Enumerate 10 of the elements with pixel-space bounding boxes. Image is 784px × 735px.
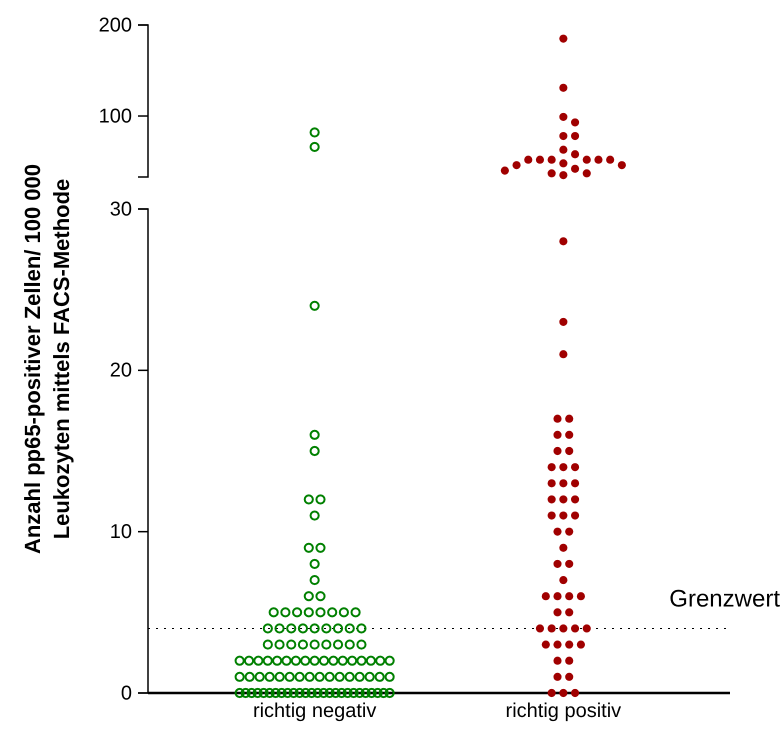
y-tick-label: 10 <box>110 521 132 544</box>
y-tick-label: 200 <box>98 14 132 36</box>
y-tick-label: 20 <box>110 360 132 382</box>
x-tick-label: richtig negativ <box>252 700 376 722</box>
y-tick-label: 0 <box>120 682 132 704</box>
y-axis-title: Anzahl pp65-positiver Zellen/ 100 000 Leukozyten mittels FACS-Methode <box>20 164 74 554</box>
y-tick-label: 30 <box>110 198 132 220</box>
x-tick-label: richtig positiv <box>506 700 622 722</box>
ref-line-label: Grenzwert <box>669 585 780 612</box>
y-tick-label: 100 <box>98 105 132 128</box>
